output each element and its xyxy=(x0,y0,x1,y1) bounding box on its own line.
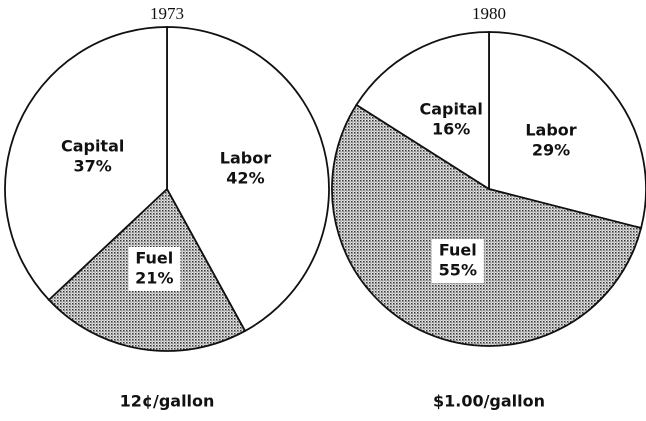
slice-value: 42% xyxy=(226,168,264,187)
pie-slice xyxy=(355,31,490,191)
pie-slice xyxy=(4,26,168,302)
label-box xyxy=(128,247,181,292)
pie-title: 1973 xyxy=(150,4,184,23)
slice-label: Labor xyxy=(525,120,576,139)
slice-label: Fuel xyxy=(135,249,173,268)
slice-label: Capital xyxy=(419,100,482,119)
label-box xyxy=(431,239,484,284)
slice-label: Fuel xyxy=(439,241,477,260)
slice-value: 55% xyxy=(439,261,477,280)
slice-label: Labor xyxy=(220,148,271,167)
slice-value: 29% xyxy=(532,140,570,159)
slice-label: Capital xyxy=(61,136,124,155)
slice-value: 16% xyxy=(432,120,470,139)
pie-slice xyxy=(331,103,643,347)
pie-title: 1980 xyxy=(472,4,506,23)
slice-value: 37% xyxy=(74,156,112,175)
pie-note: $1.00/gallon xyxy=(433,392,545,411)
pie-slice xyxy=(166,26,330,333)
slice-value: 21% xyxy=(135,269,173,288)
pie-note: 12¢/gallon xyxy=(120,392,215,411)
